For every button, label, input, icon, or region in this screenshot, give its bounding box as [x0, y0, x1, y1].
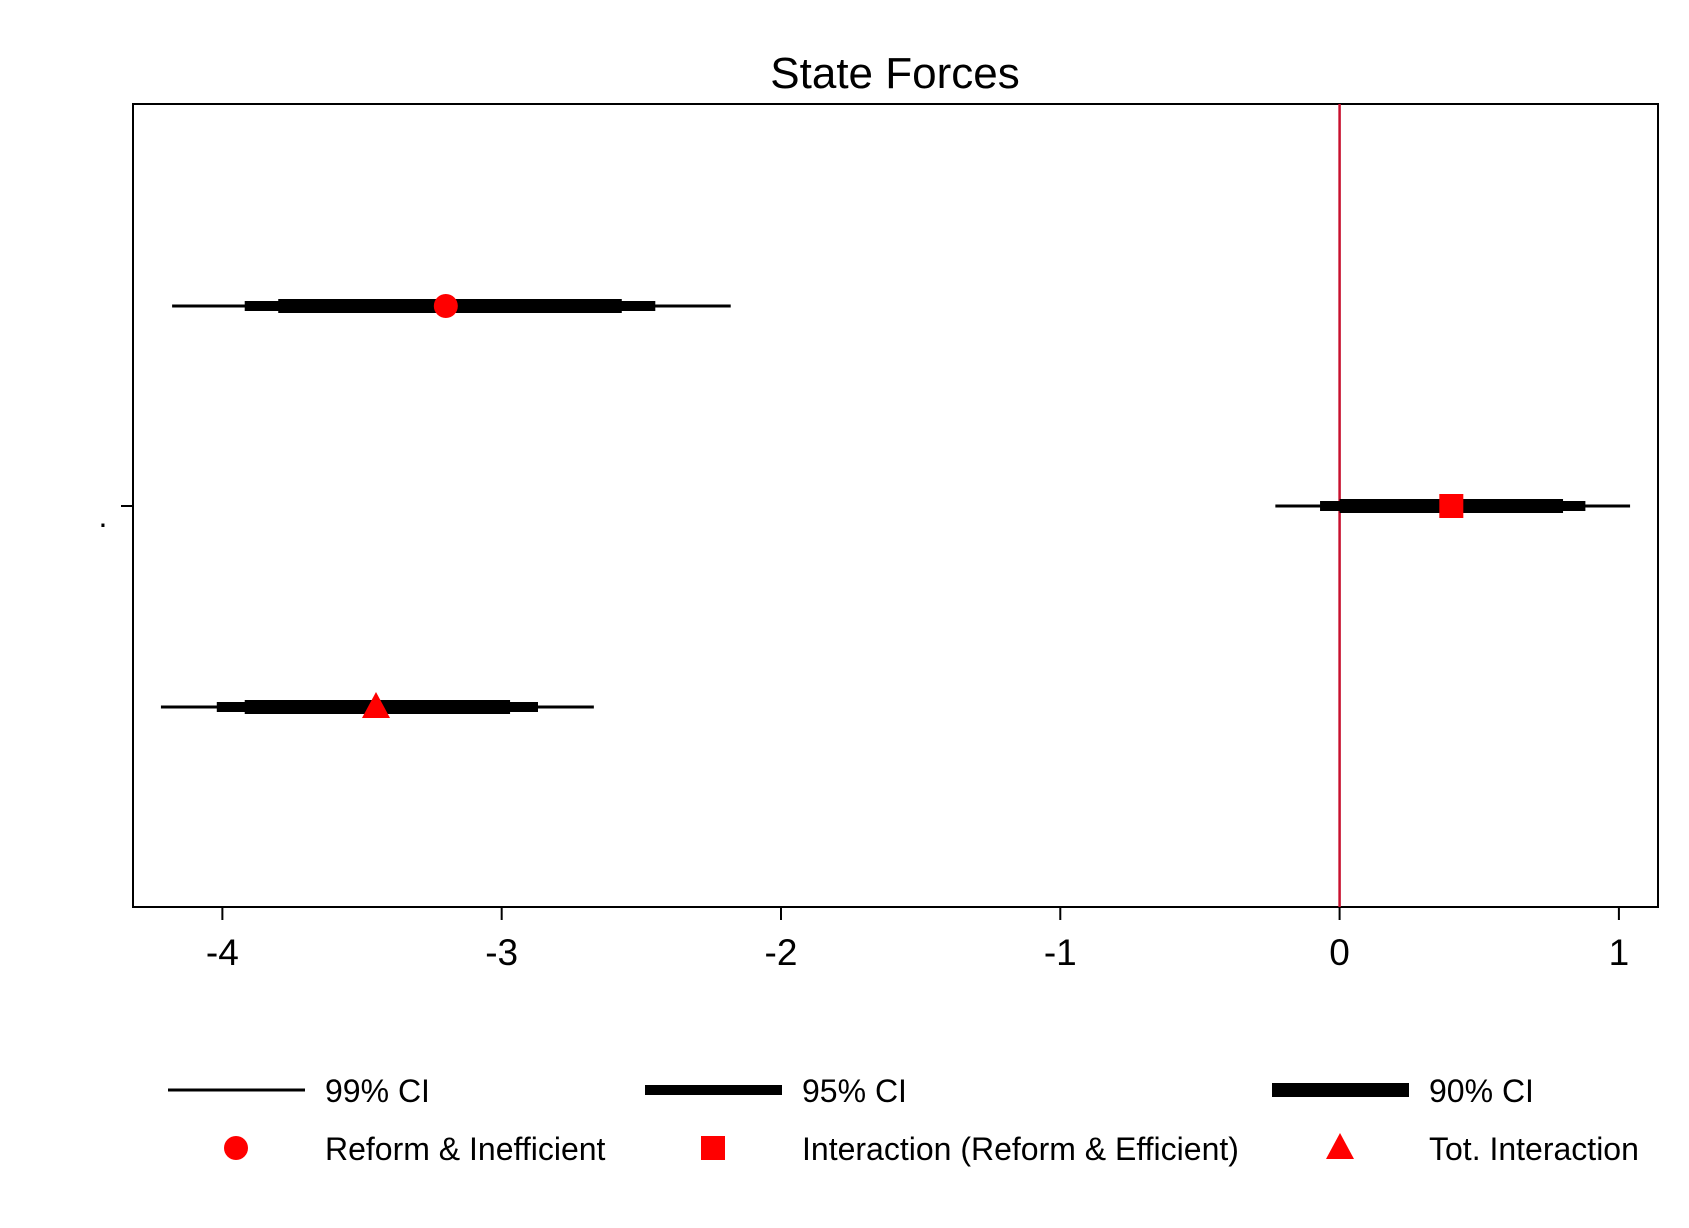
series-layer: [160, 294, 1631, 718]
legend-item: Interaction (Reform & Efficient): [701, 1131, 1239, 1167]
legend-item: 99% CI: [168, 1073, 430, 1109]
x-tick-label: -2: [765, 932, 798, 973]
legend-label: 95% CI: [802, 1073, 907, 1109]
legend-label: Tot. Interaction: [1429, 1131, 1639, 1167]
legend-item: 90% CI: [1272, 1073, 1534, 1109]
legend: 99% CI 95% CI 90% CI Reform & Inefficient In…: [168, 1073, 1639, 1167]
series-row: [1275, 494, 1631, 518]
legend-label: 99% CI: [325, 1073, 430, 1109]
legend-label: Reform & Inefficient: [325, 1131, 606, 1167]
legend-triangle-marker: [1326, 1133, 1354, 1159]
x-tick-label: -3: [485, 932, 518, 973]
series-row: [160, 692, 594, 718]
x-tick-label: -4: [206, 932, 239, 973]
estimate-square-marker: [1439, 494, 1464, 518]
x-tick-label: -1: [1044, 932, 1077, 973]
legend-label: Interaction (Reform & Efficient): [802, 1131, 1239, 1167]
x-tick-label: 0: [1329, 932, 1350, 973]
series-row: [172, 294, 731, 318]
legend-circle-marker: [224, 1136, 248, 1160]
estimate-circle-marker: [433, 294, 458, 318]
x-tick-label: 1: [1609, 932, 1630, 973]
x-axis: -4 -3 -2 -1 0 1: [206, 907, 1629, 973]
legend-item: Reform & Inefficient: [224, 1131, 606, 1167]
legend-label: 90% CI: [1429, 1073, 1534, 1109]
legend-item: Tot. Interaction: [1326, 1131, 1639, 1167]
y-tick-label: .: [99, 498, 108, 534]
chart-title: State Forces: [770, 49, 1019, 98]
legend-item: 95% CI: [645, 1073, 907, 1109]
legend-square-marker: [701, 1136, 725, 1160]
estimate-triangle-marker: [361, 692, 390, 718]
